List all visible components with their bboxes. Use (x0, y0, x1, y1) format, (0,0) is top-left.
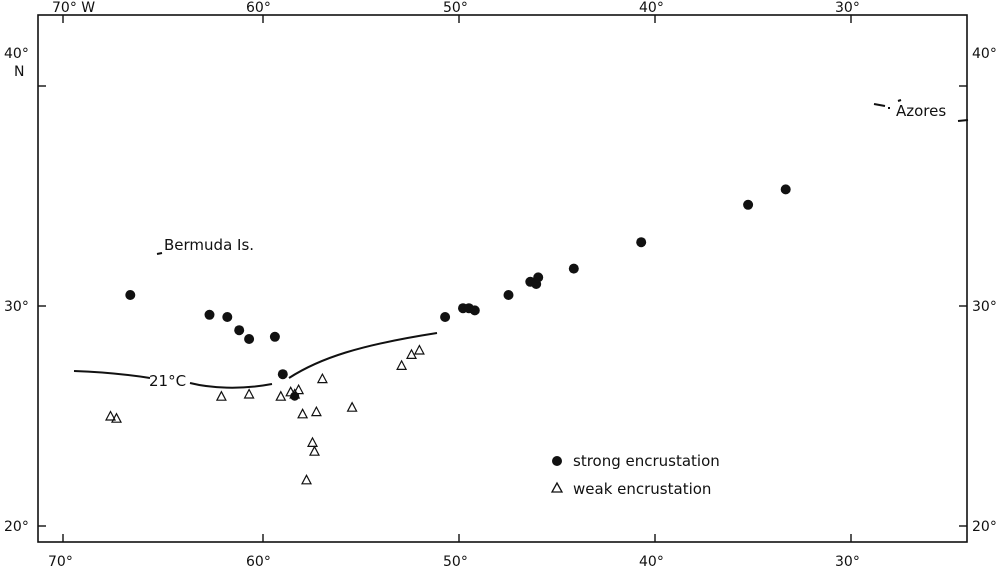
isotherm-label: 21°C (149, 372, 186, 390)
top-label-70w: 70° W (52, 0, 95, 16)
weak-point-13 (301, 474, 312, 485)
left-label-30: 30° (4, 299, 29, 315)
weak-point-15 (396, 359, 408, 370)
legend-weak-symbol (550, 481, 564, 493)
weak-point-1 (111, 412, 122, 423)
strong-point-11 (503, 290, 514, 300)
strong-point-6 (277, 369, 288, 380)
map-frame (37, 14, 968, 543)
strong-point-17 (743, 199, 754, 210)
weak-point-17 (413, 344, 425, 355)
weak-point-8 (297, 408, 309, 419)
weak-point-10 (309, 445, 320, 456)
bottom-label-60: 60° (246, 554, 271, 570)
top-ticks (38, 15, 967, 542)
left-label-20: 20° (4, 519, 29, 535)
strong-point-18 (780, 184, 791, 195)
bermuda-label: Bermuda Is. (164, 236, 254, 254)
weak-point-12 (316, 372, 328, 384)
isotherm-21c-middle (189, 382, 273, 389)
weak-point-3 (243, 388, 255, 399)
strong-point-16 (636, 237, 647, 248)
strong-point-5 (269, 331, 280, 342)
bottom-label-50: 50° (443, 554, 468, 570)
strong-point-0 (125, 290, 136, 300)
strong-point-14 (533, 272, 544, 283)
bottom-label-70: 70° (48, 554, 73, 570)
isotherm-21c-west (73, 370, 151, 379)
strong-point-1 (204, 309, 215, 320)
right-label-30: 30° (972, 299, 997, 315)
legend-strong-label: strong encrustation (573, 452, 720, 470)
legend-weak-label: weak encrustation (573, 480, 711, 498)
strong-point-4 (244, 334, 255, 344)
top-label-50: 50° (443, 0, 468, 16)
azores-islands (873, 99, 969, 122)
weak-encrustation-points (105, 344, 425, 485)
strong-encrustation-points (125, 184, 791, 401)
top-label-30: 30° (835, 0, 860, 16)
legend: strong encrustation weak encrustation (550, 452, 720, 498)
isotherm-21c-east (288, 332, 438, 379)
weak-point-7 (293, 383, 305, 395)
weak-point-4 (275, 390, 287, 401)
bermuda-island-mark (156, 252, 163, 255)
weak-point-9 (307, 436, 318, 447)
bottom-label-30: 30° (835, 554, 860, 570)
legend-strong-symbol (552, 456, 562, 466)
strong-point-10 (469, 305, 480, 316)
strong-point-3 (234, 325, 245, 336)
bottom-label-40: 40° (639, 554, 664, 570)
strong-point-7 (440, 312, 451, 322)
left-label-40: 40° (4, 46, 29, 62)
weak-point-11 (310, 405, 322, 417)
azores-label: Azores (896, 102, 946, 120)
weak-point-16 (406, 348, 417, 359)
strong-point-2 (222, 312, 233, 322)
north-label: N (14, 64, 24, 80)
right-label-40: 40° (972, 46, 997, 62)
strong-point-15 (568, 263, 579, 274)
right-label-20: 20° (972, 519, 997, 535)
weak-point-14 (346, 401, 358, 412)
weak-point-0 (105, 410, 116, 421)
top-label-60: 60° (246, 0, 271, 16)
top-label-40: 40° (639, 0, 664, 16)
weak-point-2 (215, 390, 227, 401)
